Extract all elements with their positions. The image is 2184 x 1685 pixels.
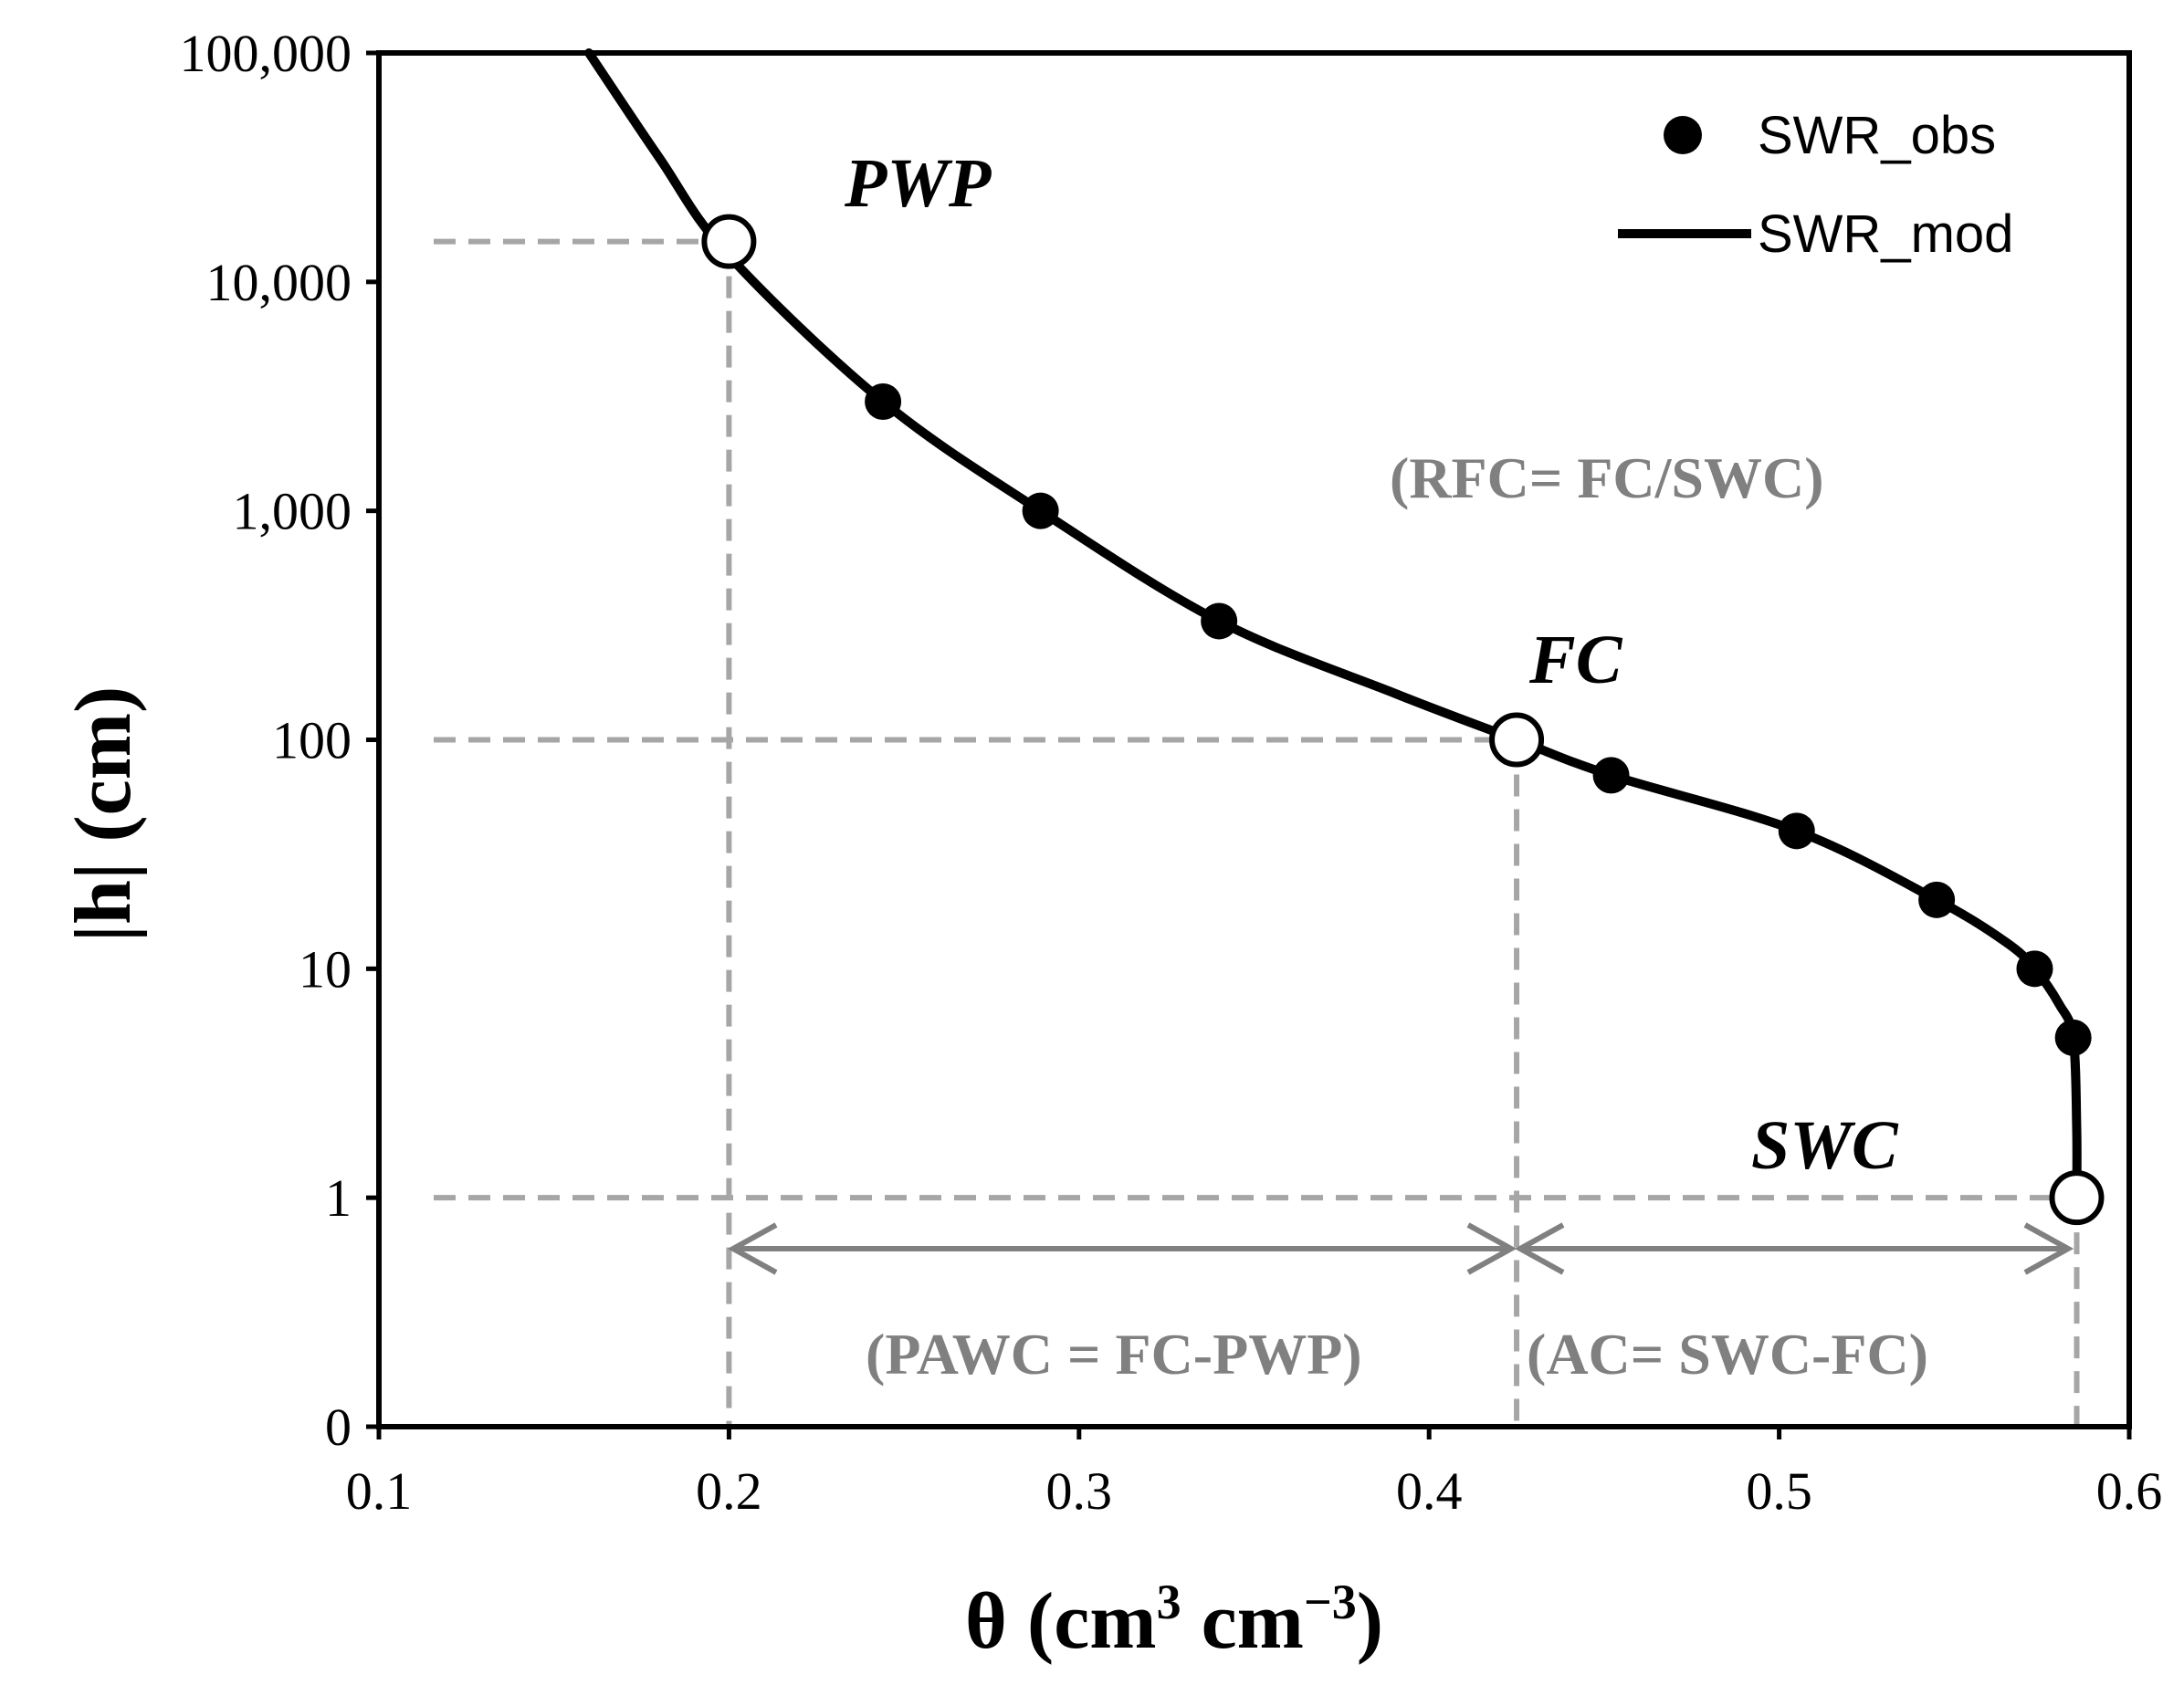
y-tick-label: 10: [299, 939, 352, 999]
swr-obs-point: [1918, 881, 1956, 918]
legend: SWR_obs SWR_mod: [1618, 106, 2013, 264]
key-points: [701, 214, 2105, 1226]
swc-label: SWC: [1751, 1107, 1899, 1184]
legend-obs-label: SWR_obs: [1758, 106, 1996, 165]
x-tick-label: 0.6: [2096, 1461, 2163, 1521]
y-tick-label: 100: [272, 711, 352, 770]
fc-label: FC: [1528, 622, 1623, 698]
x-tick-label: 0.5: [1746, 1461, 1812, 1521]
x-axis-title-sup2: −3: [1304, 1575, 1357, 1629]
y-tick-label: 100,000: [180, 24, 352, 83]
pawc-annotation: (PAWC = FC-PWP): [866, 1322, 1362, 1387]
x-tick-label: 0.2: [696, 1461, 762, 1521]
x-axis-title-end: ): [1357, 1577, 1383, 1666]
swr-obs-point: [1778, 812, 1815, 850]
fc-point: [1489, 712, 1545, 768]
x-axis-title-mid: cm: [1181, 1577, 1304, 1666]
x-tick-label: 0.3: [1046, 1461, 1113, 1521]
swr-obs-point: [2054, 1019, 2092, 1056]
y-axis-title: |h| (cm): [59, 686, 148, 943]
pwp-point: [701, 214, 757, 269]
y-tick-label: 10,000: [206, 253, 352, 312]
x-axis-ticks: 0.1 0.2 0.3 0.4 0.5 0.6: [346, 1427, 2163, 1521]
swr-obs-point: [1201, 602, 1238, 640]
swr-obs-points: [865, 382, 2092, 1056]
swc-point: [2049, 1170, 2105, 1226]
x-tick-label: 0.1: [346, 1461, 413, 1521]
legend-mod-label: SWR_mod: [1758, 204, 2013, 264]
swr-obs-point: [1022, 492, 1059, 529]
swr-obs-point: [865, 382, 902, 420]
y-tick-label: 0: [325, 1397, 352, 1457]
swr-obs-point: [2016, 950, 2053, 988]
rfc-annotation: (RFC= FC/SWC): [1390, 445, 1824, 510]
y-tick-label: 1,000: [233, 482, 352, 541]
x-tick-label: 0.4: [1396, 1461, 1463, 1521]
x-axis-title-main: θ (cm: [965, 1577, 1157, 1666]
legend-obs-marker: [1664, 116, 1702, 154]
pwp-label: PWP: [844, 145, 992, 222]
guide-lines: [434, 238, 2080, 1427]
y-tick-label: 1: [325, 1168, 352, 1228]
x-axis-title-sup: 3: [1157, 1575, 1181, 1629]
ac-annotation: (AC= SWC-FC): [1527, 1322, 1928, 1387]
pawc-arrow: [727, 1222, 1517, 1275]
x-axis-title: θ (cm3 cm−3): [965, 1575, 1383, 1666]
swr-obs-point: [1592, 757, 1630, 794]
ac-arrow: [1514, 1222, 2074, 1275]
